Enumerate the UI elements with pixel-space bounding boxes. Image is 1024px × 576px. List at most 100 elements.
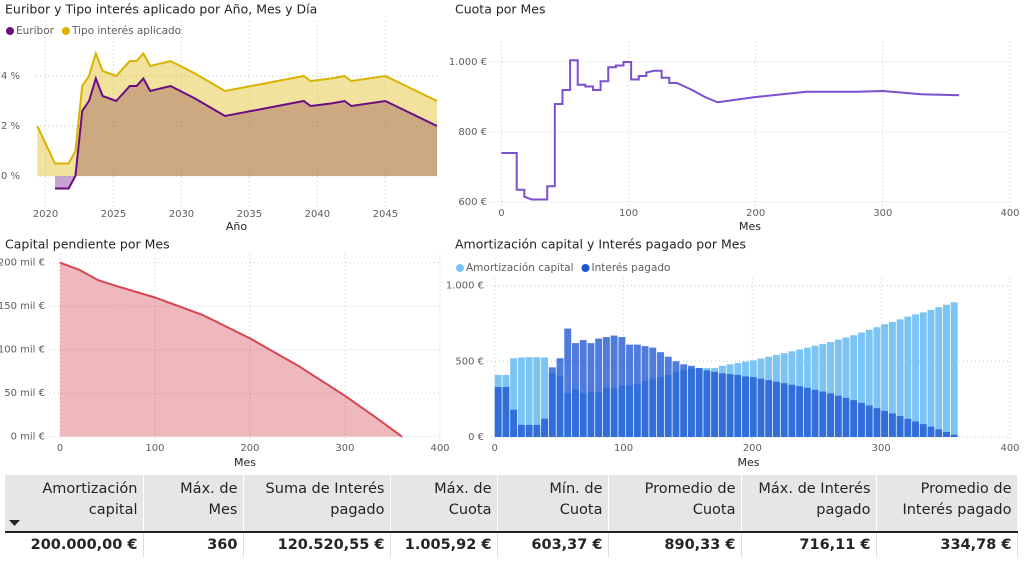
bar	[572, 343, 579, 437]
x-axis-title: Mes	[234, 456, 256, 469]
bar	[626, 344, 634, 437]
x-tick-label: 400	[1000, 443, 1019, 454]
bar	[579, 340, 587, 437]
bar	[888, 413, 896, 437]
bar	[850, 335, 858, 437]
bar	[587, 343, 595, 437]
bar	[687, 365, 695, 437]
bar	[602, 337, 610, 437]
bar	[633, 344, 641, 437]
bar	[718, 373, 726, 437]
bar	[881, 324, 889, 437]
bar	[943, 431, 950, 437]
bar	[865, 405, 873, 437]
bar	[827, 342, 835, 437]
chart-title: Amortización capital y Interés pagado po…	[455, 237, 746, 252]
bar	[664, 356, 672, 437]
summary-table: Amortización capital Máx. de Mes Suma de I…	[5, 475, 1018, 557]
bar	[502, 387, 510, 437]
value-row: 200.000,00 €360 120.520,55 €1.005,92 €603…	[5, 532, 1018, 557]
bar	[850, 400, 858, 437]
bar	[541, 357, 549, 437]
bar	[525, 424, 533, 437]
bar	[935, 429, 943, 437]
table-cell: 716,11 €	[741, 532, 877, 557]
y-tick-label: 0 €	[468, 432, 484, 443]
chart-title: Cuota por Mes	[455, 2, 546, 17]
bar	[510, 358, 518, 437]
bar	[912, 314, 920, 437]
bar	[943, 304, 950, 437]
x-tick-label: 2025	[101, 209, 126, 220]
legend-label: Interés pagado	[592, 262, 671, 274]
y-tick-label: 0 %	[1, 171, 20, 182]
column-header: Suma de Interés pagado	[243, 475, 391, 533]
bar	[796, 386, 804, 437]
table-cell: 360	[143, 532, 244, 557]
x-tick-label: 2045	[373, 209, 398, 220]
bar	[695, 368, 703, 437]
line	[501, 59, 960, 201]
y-tick-label: 100 mil €	[0, 345, 45, 356]
bar	[680, 364, 688, 437]
bar	[556, 358, 564, 437]
x-axis-title: Mes	[739, 220, 761, 233]
header-row: Amortización capital Máx. de Mes Suma de I…	[5, 475, 1018, 533]
sort-arrow[interactable]	[9, 520, 21, 528]
x-tick-label: 2020	[33, 209, 58, 220]
x-tick-label: 2030	[169, 209, 194, 220]
x-tick-label: 0	[492, 443, 498, 454]
bar	[564, 328, 572, 437]
table-cell: 1.005,92 €	[390, 532, 498, 557]
bar	[827, 393, 835, 437]
y-tick-label: 1.000 €	[449, 57, 487, 68]
bar	[788, 384, 796, 437]
bar	[834, 339, 842, 437]
table-cell: 120.520,55 €	[243, 532, 391, 557]
bar	[726, 374, 734, 437]
bar	[672, 361, 680, 437]
bar	[649, 347, 657, 437]
y-tick-label: 600 €	[458, 197, 487, 208]
line	[36, 50, 438, 165]
table-cell: 890,33 €	[608, 532, 742, 557]
bar	[703, 370, 711, 437]
column-header: Máx. de Interés pagado	[741, 475, 877, 533]
bar	[857, 402, 865, 437]
bar	[881, 410, 889, 437]
x-tick-label: 0	[498, 208, 504, 219]
bar	[857, 332, 865, 437]
y-tick-label: 500 €	[455, 356, 484, 367]
bar	[888, 321, 896, 437]
x-axis-title: Mes	[738, 456, 760, 469]
bar	[919, 312, 927, 437]
y-tick-label: 800 €	[458, 127, 487, 138]
bar	[711, 371, 719, 437]
line	[59, 261, 403, 438]
y-tick-label: 150 mil €	[0, 301, 45, 312]
y-tick-label: 2 %	[1, 121, 20, 132]
bar	[510, 409, 518, 437]
line	[55, 75, 438, 190]
legend-swatch	[456, 264, 464, 272]
y-tick-label: 1.000 €	[446, 281, 484, 292]
bar	[873, 408, 881, 437]
bar	[803, 387, 811, 437]
bar	[494, 387, 502, 437]
x-tick-label: 200	[240, 443, 259, 454]
charts: Euribor y Tipo interés aplicado por Año,…	[0, 2, 1020, 470]
bar	[819, 343, 827, 437]
x-tick-label: 2040	[305, 209, 330, 220]
x-tick-label: 300	[872, 443, 891, 454]
y-tick-label: 200 mil €	[0, 258, 45, 269]
x-tick-label: 100	[619, 208, 638, 219]
column-header: Amortización capital	[5, 475, 144, 533]
bar	[765, 380, 773, 437]
bar	[842, 337, 850, 437]
area	[59, 262, 402, 437]
bar	[541, 418, 549, 437]
bar	[950, 302, 958, 437]
x-tick-label: 200	[743, 443, 762, 454]
bar	[641, 346, 649, 437]
